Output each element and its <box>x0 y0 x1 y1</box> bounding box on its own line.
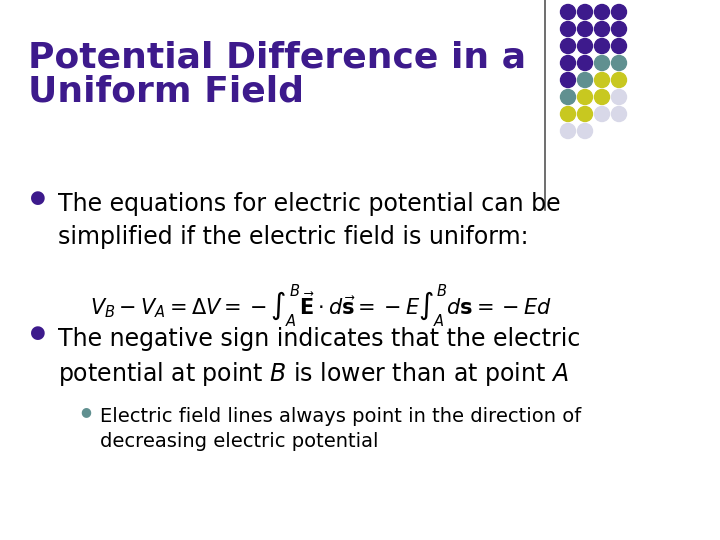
Text: ●: ● <box>80 405 91 418</box>
Circle shape <box>560 106 575 122</box>
Circle shape <box>595 56 610 71</box>
Circle shape <box>577 4 593 19</box>
Circle shape <box>595 72 610 87</box>
Circle shape <box>611 38 626 53</box>
Circle shape <box>560 72 575 87</box>
Circle shape <box>595 4 610 19</box>
Circle shape <box>560 124 575 138</box>
Text: Potential Difference in a: Potential Difference in a <box>28 40 526 74</box>
Circle shape <box>611 22 626 37</box>
Circle shape <box>611 56 626 71</box>
Circle shape <box>611 90 626 105</box>
Circle shape <box>577 56 593 71</box>
Text: Uniform Field: Uniform Field <box>28 75 304 109</box>
Circle shape <box>595 106 610 122</box>
Circle shape <box>595 90 610 105</box>
Circle shape <box>577 38 593 53</box>
Circle shape <box>595 38 610 53</box>
Circle shape <box>611 4 626 19</box>
Text: ●: ● <box>30 189 46 207</box>
Circle shape <box>560 38 575 53</box>
Circle shape <box>577 124 593 138</box>
Circle shape <box>560 56 575 71</box>
Text: Electric field lines always point in the direction of
decreasing electric potent: Electric field lines always point in the… <box>100 407 581 451</box>
Circle shape <box>577 72 593 87</box>
Text: ●: ● <box>30 324 46 342</box>
Circle shape <box>577 90 593 105</box>
Circle shape <box>560 22 575 37</box>
Circle shape <box>560 90 575 105</box>
Circle shape <box>577 22 593 37</box>
Circle shape <box>577 106 593 122</box>
Circle shape <box>611 106 626 122</box>
Circle shape <box>560 4 575 19</box>
Circle shape <box>611 72 626 87</box>
Text: The equations for electric potential can be
simplified if the electric field is : The equations for electric potential can… <box>58 192 561 248</box>
Text: $V_B - V_A = \Delta V = -\int_A^B \vec{\mathbf{E}} \cdot d\vec{\mathbf{s}} = -E\: $V_B - V_A = \Delta V = -\int_A^B \vec{\… <box>90 282 552 329</box>
Circle shape <box>595 22 610 37</box>
Text: The negative sign indicates that the electric
potential at point $B$ is lower th: The negative sign indicates that the ele… <box>58 327 580 388</box>
